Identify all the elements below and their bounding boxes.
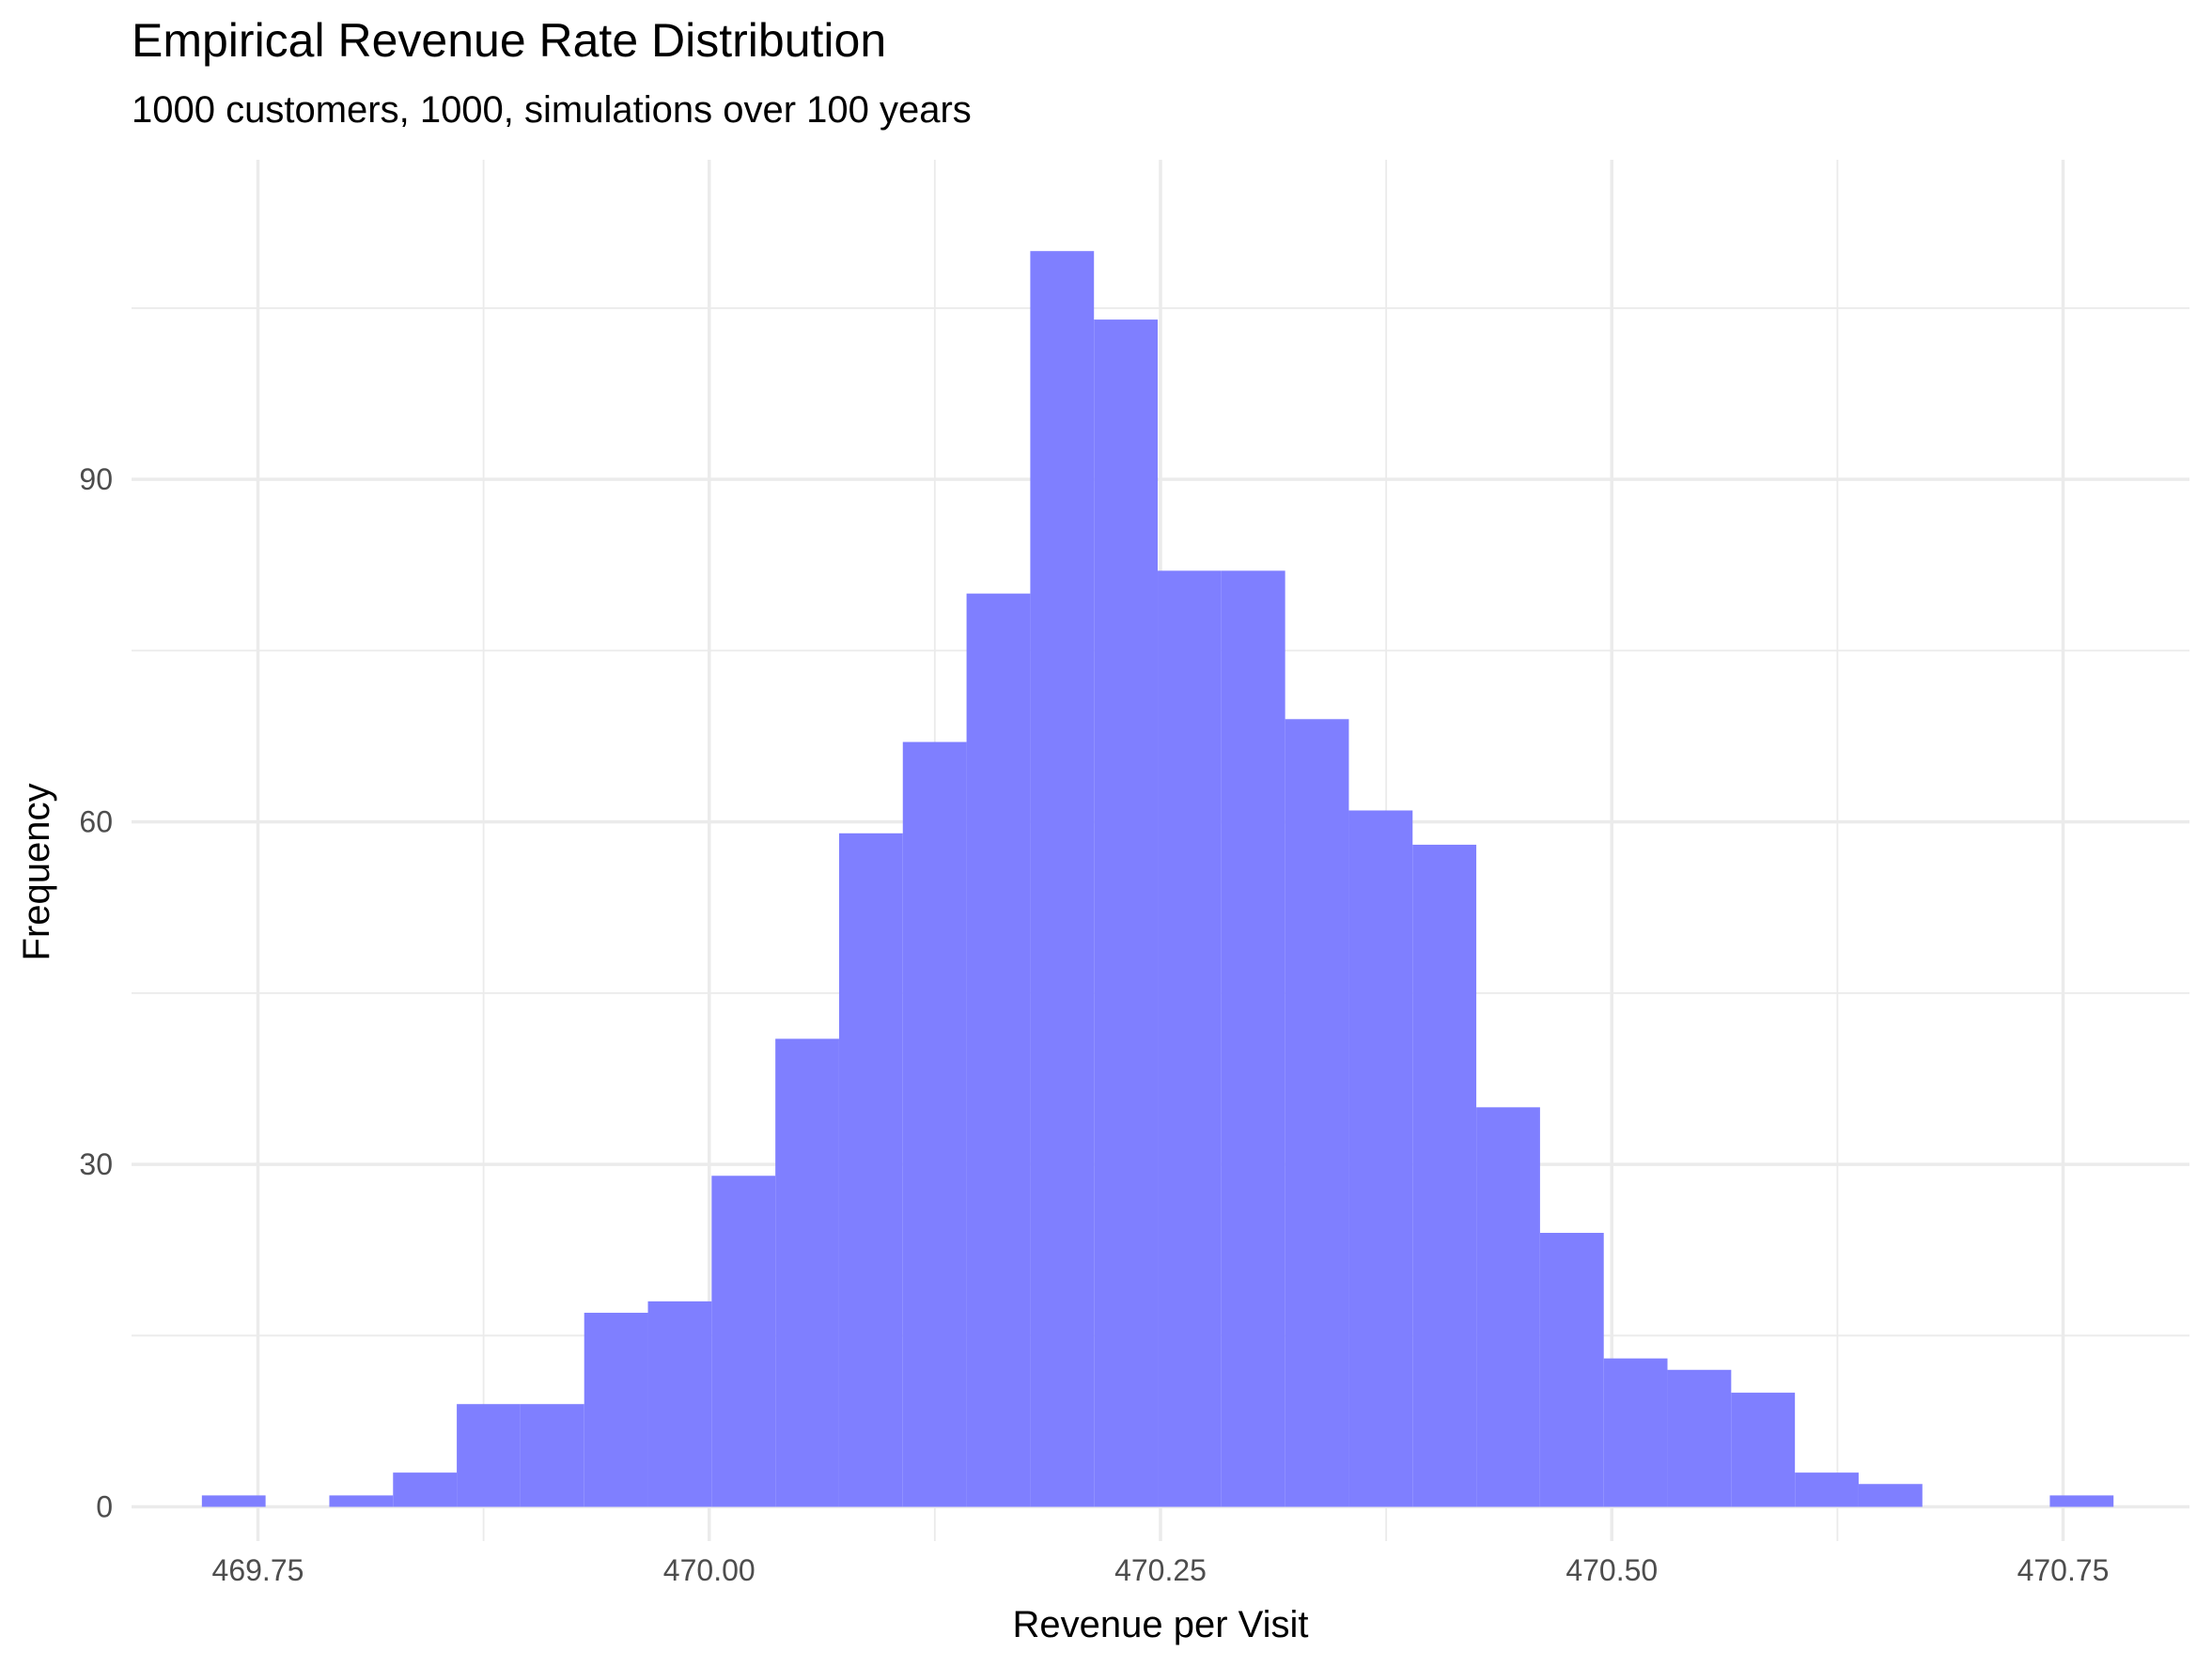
histogram-bar <box>647 1301 712 1507</box>
histogram-bar <box>1030 251 1095 1507</box>
histogram-bar <box>775 1038 839 1507</box>
histogram-bar <box>1221 570 1285 1507</box>
x-tick-label: 470.50 <box>1566 1553 1658 1587</box>
histogram-bars <box>201 251 2114 1507</box>
histogram-bar <box>1476 1107 1540 1507</box>
histogram-bar <box>1348 810 1413 1507</box>
chart-subtitle: 1000 customers, 1000, simulations over 1… <box>132 89 972 131</box>
histogram-bar <box>2049 1495 2114 1507</box>
histogram-bar <box>393 1472 458 1507</box>
histogram-bar <box>201 1495 266 1507</box>
x-axis-ticks: 469.75 470.00 470.25 470.50 470.75 <box>212 1553 2110 1587</box>
histogram-bar <box>966 593 1031 1507</box>
histogram-bar <box>1731 1393 1796 1507</box>
x-tick-label: 469.75 <box>212 1553 304 1587</box>
chart-title: Empirical Revenue Rate Distribution <box>132 14 886 67</box>
y-tick-label: 90 <box>79 462 113 496</box>
y-axis-ticks: 0 30 60 90 <box>79 462 113 1523</box>
histogram-bar <box>457 1404 521 1507</box>
histogram-bar <box>838 833 903 1507</box>
histogram-bar <box>1603 1358 1668 1507</box>
x-tick-label: 470.25 <box>1114 1553 1207 1587</box>
y-tick-label: 0 <box>96 1490 113 1524</box>
x-tick-label: 470.75 <box>2017 1553 2110 1587</box>
histogram-bar <box>711 1176 776 1507</box>
histogram-bar <box>902 741 967 1507</box>
histogram-bar <box>329 1495 394 1507</box>
histogram-bar <box>584 1313 648 1507</box>
histogram-bar <box>1158 570 1222 1507</box>
x-axis-title: Revenue per Visit <box>1013 1604 1309 1645</box>
y-axis-title: Frequency <box>16 784 57 961</box>
histogram-bar <box>520 1404 584 1507</box>
y-tick-label: 60 <box>79 805 113 839</box>
y-tick-label: 30 <box>79 1147 113 1181</box>
x-tick-label: 470.00 <box>663 1553 756 1587</box>
histogram-bar <box>1094 319 1159 1507</box>
histogram-bar <box>1412 844 1477 1507</box>
histogram-bar <box>1285 719 1349 1507</box>
histogram-bar <box>1795 1472 1859 1507</box>
histogram-bar <box>1667 1369 1732 1507</box>
histogram-bar <box>1858 1484 1923 1507</box>
histogram-bar <box>1539 1232 1604 1507</box>
